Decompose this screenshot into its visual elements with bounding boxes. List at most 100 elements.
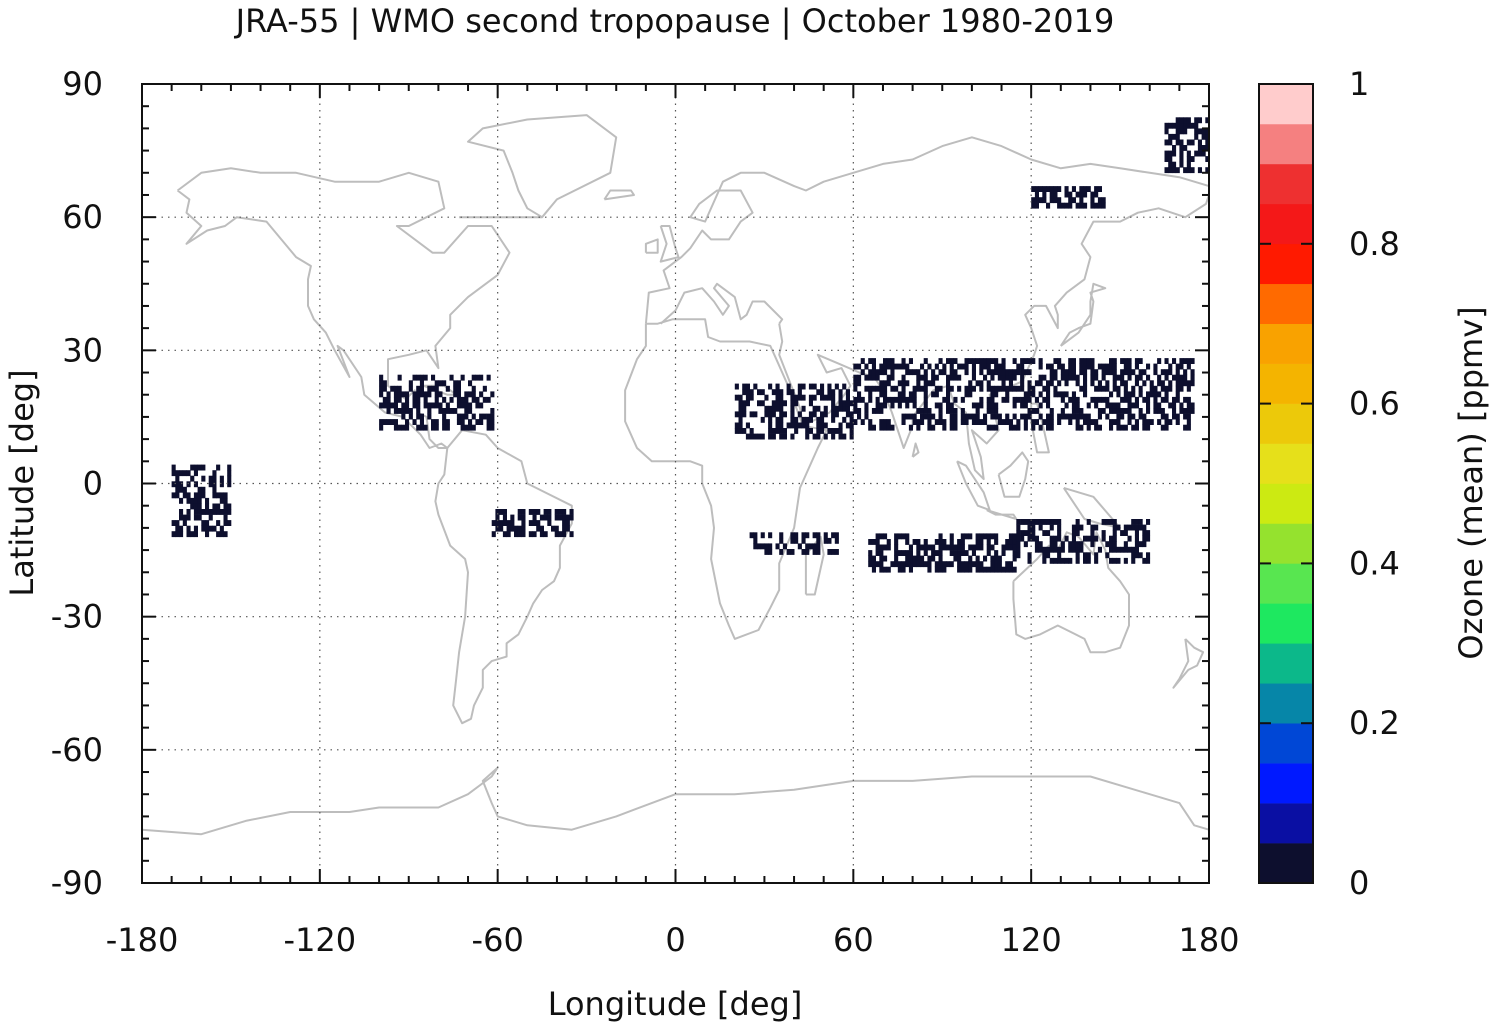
ozone-cell [1186,150,1191,157]
ozone-cell [1071,358,1076,364]
ozone-cell [536,525,541,532]
ozone-cell [812,411,817,418]
ozone-cell [827,549,832,555]
ozone-cell [864,413,869,420]
ozone-cell [558,509,563,515]
ozone-cell [986,369,991,376]
ozone-cell [486,413,491,420]
ozone-cell [990,424,995,431]
ozone-cell [1123,396,1128,403]
ozone-cell [1064,535,1069,542]
ozone-cell [960,539,965,545]
ozone-cell [1097,380,1102,387]
ozone-cell [934,566,939,573]
ozone-cell [1164,150,1169,157]
coastline-segment [1012,531,1130,654]
ozone-cell [842,383,847,390]
ozone-cell [1112,557,1117,564]
ozone-cell [1094,396,1099,403]
ozone-cell [528,509,533,515]
ozone-cell [1046,413,1051,420]
ozone-cell [1083,358,1088,364]
ozone-cell [879,363,884,370]
ozone-cell [1120,374,1125,381]
ozone-cell [975,544,980,551]
ozone-cell [871,566,876,573]
ozone-cell [1179,408,1184,414]
ozone-cell [920,544,925,551]
ozone-cell [212,492,217,499]
ozone-cell [1012,555,1017,562]
ozone-cell [1101,363,1106,370]
ozone-cell [923,369,928,376]
ozone-cell [1008,561,1013,568]
ozone-cell [897,363,902,370]
ozone-cell [1046,391,1051,398]
ozone-cell [1183,167,1188,174]
ozone-cell [971,374,976,381]
ozone-cell [942,561,947,568]
ozone-cell [775,389,780,396]
ozone-cell [1008,369,1013,376]
ozone-cell [986,402,991,409]
ozone-cell [923,544,928,551]
ozone-cell [957,544,962,551]
ozone-cell [1034,408,1039,414]
ozone-cell [990,566,995,573]
ozone-cell [171,464,176,471]
ozone-cell [979,396,984,403]
ozone-cell [1079,385,1084,392]
ozone-cell [853,363,858,370]
coastline-segment [986,509,1018,520]
ozone-cell [753,537,758,544]
ozone-cell [419,419,424,425]
ozone-cell [1034,541,1039,548]
ozone-cell [901,385,906,392]
ozone-cell [771,411,776,418]
ozone-cell [990,555,995,562]
y-tick-label: 30 [62,331,103,369]
ozone-cell [558,531,563,538]
ozone-cell [1116,374,1121,381]
ozone-cell [831,416,836,423]
ozone-cell [946,391,951,398]
ozone-cell [1109,541,1114,548]
ozone-cell [460,424,465,431]
ozone-cell [1105,413,1110,420]
ozone-cell [532,514,537,521]
ozone-cell [764,543,769,550]
ozone-cell [979,402,984,409]
coastline-segment [644,136,1210,324]
ozone-cell [883,358,888,364]
ozone-cell [562,531,567,538]
ozone-cell [212,470,217,477]
ozone-cell [801,532,806,539]
ozone-cell [1175,419,1180,425]
ozone-cell [794,537,799,544]
ozone-cell [1068,191,1073,198]
ozone-cell [434,385,439,392]
ozone-cell [1164,424,1169,431]
ozone-cell [197,497,202,504]
ozone-cell [1112,535,1117,542]
ozone-cell [219,492,224,499]
ozone-cell [565,525,570,532]
ozone-cell [1164,128,1169,135]
ozone-cell [186,497,191,504]
ozone-cell [1172,374,1177,381]
ozone-cell [1064,413,1069,420]
ozone-cell [514,531,519,538]
ozone-cell [827,537,832,544]
ozone-cell [975,358,980,364]
ozone-cell [1071,396,1076,403]
ozone-cell [1083,552,1088,559]
ozone-region [171,464,232,538]
ozone-cell [1116,524,1121,531]
ozone-cell [1083,413,1088,420]
ozone-cell [1016,519,1021,525]
ozone-cell [1131,424,1136,431]
ozone-cell [871,363,876,370]
ozone-cell [223,503,228,510]
ozone-cell [808,394,813,401]
